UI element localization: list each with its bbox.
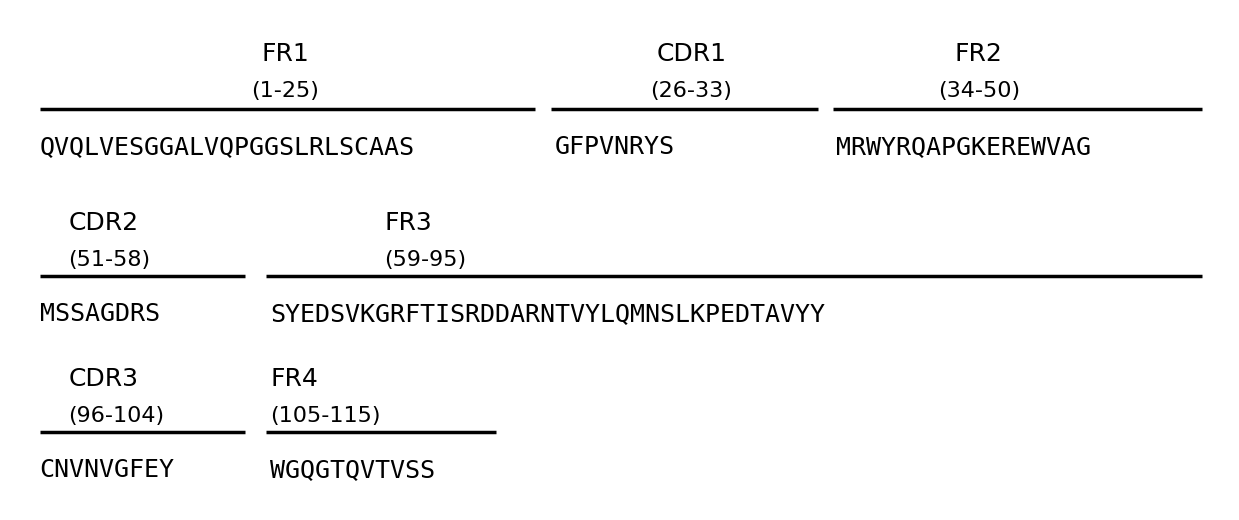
- Text: FR1: FR1: [261, 42, 309, 66]
- Text: QVQLVESGGALVQPGGSLRLSCAAS: QVQLVESGGALVQPGGSLRLSCAAS: [40, 135, 415, 159]
- Text: MSSAGDRS: MSSAGDRS: [40, 302, 160, 326]
- Text: MRWYRQAPGKEREWVAG: MRWYRQAPGKEREWVAG: [836, 135, 1092, 159]
- Text: CNVNVGFEY: CNVNVGFEY: [40, 458, 175, 482]
- Text: (96-104): (96-104): [68, 406, 165, 425]
- Text: (34-50): (34-50): [938, 81, 1020, 100]
- Text: CDR2: CDR2: [68, 211, 139, 235]
- Text: FR2: FR2: [955, 42, 1002, 66]
- Text: (59-95): (59-95): [384, 250, 466, 269]
- Text: (51-58): (51-58): [68, 250, 150, 269]
- Text: (1-25): (1-25): [252, 81, 318, 100]
- Text: CDR1: CDR1: [657, 42, 726, 66]
- Text: GFPVNRYS: GFPVNRYS: [555, 135, 675, 159]
- Text: (105-115): (105-115): [270, 406, 380, 425]
- Text: FR3: FR3: [384, 211, 432, 235]
- Text: FR4: FR4: [270, 367, 318, 391]
- Text: CDR3: CDR3: [68, 367, 138, 391]
- Text: WGQGTQVTVSS: WGQGTQVTVSS: [270, 458, 435, 482]
- Text: (26-33): (26-33): [650, 81, 732, 100]
- Text: SYEDSVKGRFTISRDDARNTVYLQMNSLKPEDTAVYY: SYEDSVKGRFTISRDDARNTVYLQMNSLKPEDTAVYY: [270, 302, 825, 326]
